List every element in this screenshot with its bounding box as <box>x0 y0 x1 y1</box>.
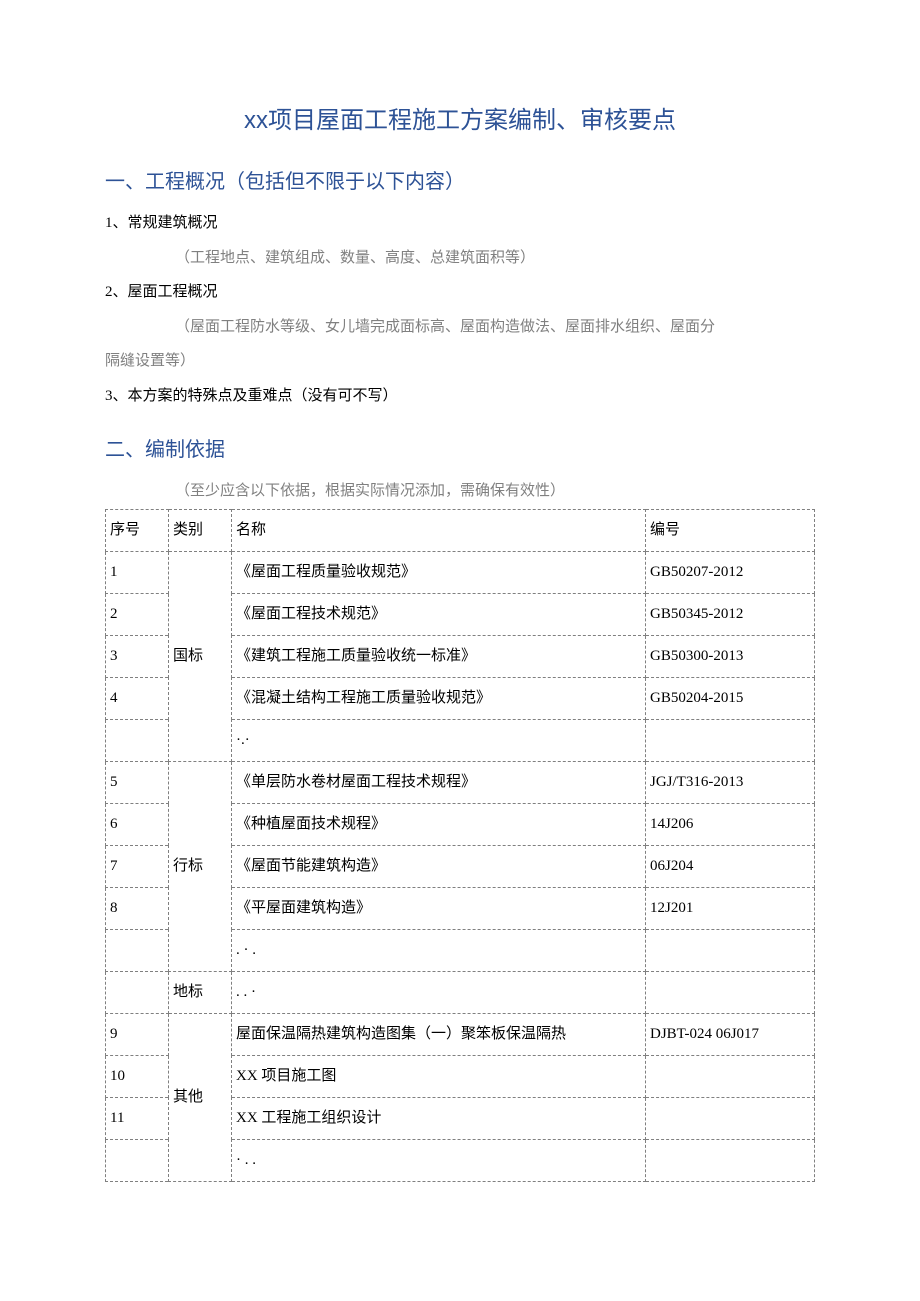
header-name: 名称 <box>232 509 646 551</box>
cell-seq <box>106 971 169 1013</box>
item1-note: （工程地点、建筑组成、数量、高度、总建筑面积等） <box>105 241 815 276</box>
table-row: 9 其他 屋面保温隔热建筑构造图集（一）聚笨板保温隔热 DJBT-024 06J… <box>106 1013 815 1055</box>
table-row: 1 国标 《屋面工程质量验收规范》 GB50207-2012 <box>106 551 815 593</box>
cell-seq: 3 <box>106 635 169 677</box>
cell-seq: 2 <box>106 593 169 635</box>
cell-category: 国标 <box>169 551 232 761</box>
cell-code: GB50204-2015 <box>646 677 815 719</box>
item2-note-line2: 隔缝设置等） <box>105 344 815 379</box>
cell-code: 14J206 <box>646 803 815 845</box>
item2-note-line1: （屋面工程防水等级、女儿墙完成面标高、屋面构造做法、屋面排水组织、屋面分 <box>105 310 815 345</box>
document-page: xx项目屋面工程施工方案编制、审核要点 一、工程概况（包括但不限于以下内容） 1… <box>0 0 920 1242</box>
header-seq: 序号 <box>106 509 169 551</box>
cell-name: 《建筑工程施工质量验收统一标准》 <box>232 635 646 677</box>
cell-name: 《屋面工程质量验收规范》 <box>232 551 646 593</box>
item2-label: 2、屋面工程概况 <box>105 275 815 310</box>
section2-note: （至少应含以下依据，根据实际情况添加，需确保有效性） <box>105 474 815 509</box>
cell-seq: 10 <box>106 1055 169 1097</box>
cell-category: 其他 <box>169 1013 232 1181</box>
cell-name: 《种植屋面技术规程》 <box>232 803 646 845</box>
cell-name: . · . <box>232 929 646 971</box>
cell-code: JGJ/T316-2013 <box>646 761 815 803</box>
cell-code: DJBT-024 06J017 <box>646 1013 815 1055</box>
cell-name: 《屋面节能建筑构造》 <box>232 845 646 887</box>
cell-code: 06J204 <box>646 845 815 887</box>
cell-seq: 1 <box>106 551 169 593</box>
table-row: 地标 . . · <box>106 971 815 1013</box>
cell-code <box>646 1055 815 1097</box>
cell-name: 屋面保温隔热建筑构造图集（一）聚笨板保温隔热 <box>232 1013 646 1055</box>
table-header-row: 序号 类别 名称 编号 <box>106 509 815 551</box>
cell-seq: 8 <box>106 887 169 929</box>
cell-name: XX 工程施工组织设计 <box>232 1097 646 1139</box>
cell-seq: 11 <box>106 1097 169 1139</box>
header-code: 编号 <box>646 509 815 551</box>
item1-label: 1、常规建筑概况 <box>105 206 815 241</box>
cell-seq: 4 <box>106 677 169 719</box>
cell-name: 《平屋面建筑构造》 <box>232 887 646 929</box>
cell-name: 《单层防水卷材屋面工程技术规程》 <box>232 761 646 803</box>
table-row: 5 行标 《单层防水卷材屋面工程技术规程》 JGJ/T316-2013 <box>106 761 815 803</box>
cell-code: 12J201 <box>646 887 815 929</box>
title-rest: 项目屋面工程施工方案编制、审核要点 <box>268 108 676 134</box>
cell-name: . . · <box>232 971 646 1013</box>
cell-seq: 5 <box>106 761 169 803</box>
header-category: 类别 <box>169 509 232 551</box>
section2-heading: 二、编制依据 <box>105 433 815 462</box>
cell-code <box>646 719 815 761</box>
cell-code: GB50300-2013 <box>646 635 815 677</box>
cell-seq <box>106 719 169 761</box>
cell-name: XX 项目施工图 <box>232 1055 646 1097</box>
cell-category: 行标 <box>169 761 232 971</box>
cell-code <box>646 1097 815 1139</box>
cell-seq: 6 <box>106 803 169 845</box>
cell-code <box>646 929 815 971</box>
title-prefix: xx <box>244 107 268 134</box>
cell-code <box>646 971 815 1013</box>
cell-seq: 9 <box>106 1013 169 1055</box>
cell-seq: 7 <box>106 845 169 887</box>
cell-name: 《混凝土结构工程施工质量验收规范》 <box>232 677 646 719</box>
cell-name: · . . <box>232 1139 646 1181</box>
cell-code <box>646 1139 815 1181</box>
cell-seq <box>106 1139 169 1181</box>
cell-name: 《屋面工程技术规范》 <box>232 593 646 635</box>
cell-seq <box>106 929 169 971</box>
item3-label: 3、本方案的特殊点及重难点（没有可不写） <box>105 379 815 414</box>
cell-category: 地标 <box>169 971 232 1013</box>
cell-name: ·.· <box>232 719 646 761</box>
cell-code: GB50207-2012 <box>646 551 815 593</box>
cell-code: GB50345-2012 <box>646 593 815 635</box>
document-title: xx项目屋面工程施工方案编制、审核要点 <box>105 100 815 135</box>
basis-table: 序号 类别 名称 编号 1 国标 《屋面工程质量验收规范》 GB50207-20… <box>105 509 815 1182</box>
section1-heading: 一、工程概况（包括但不限于以下内容） <box>105 165 815 194</box>
